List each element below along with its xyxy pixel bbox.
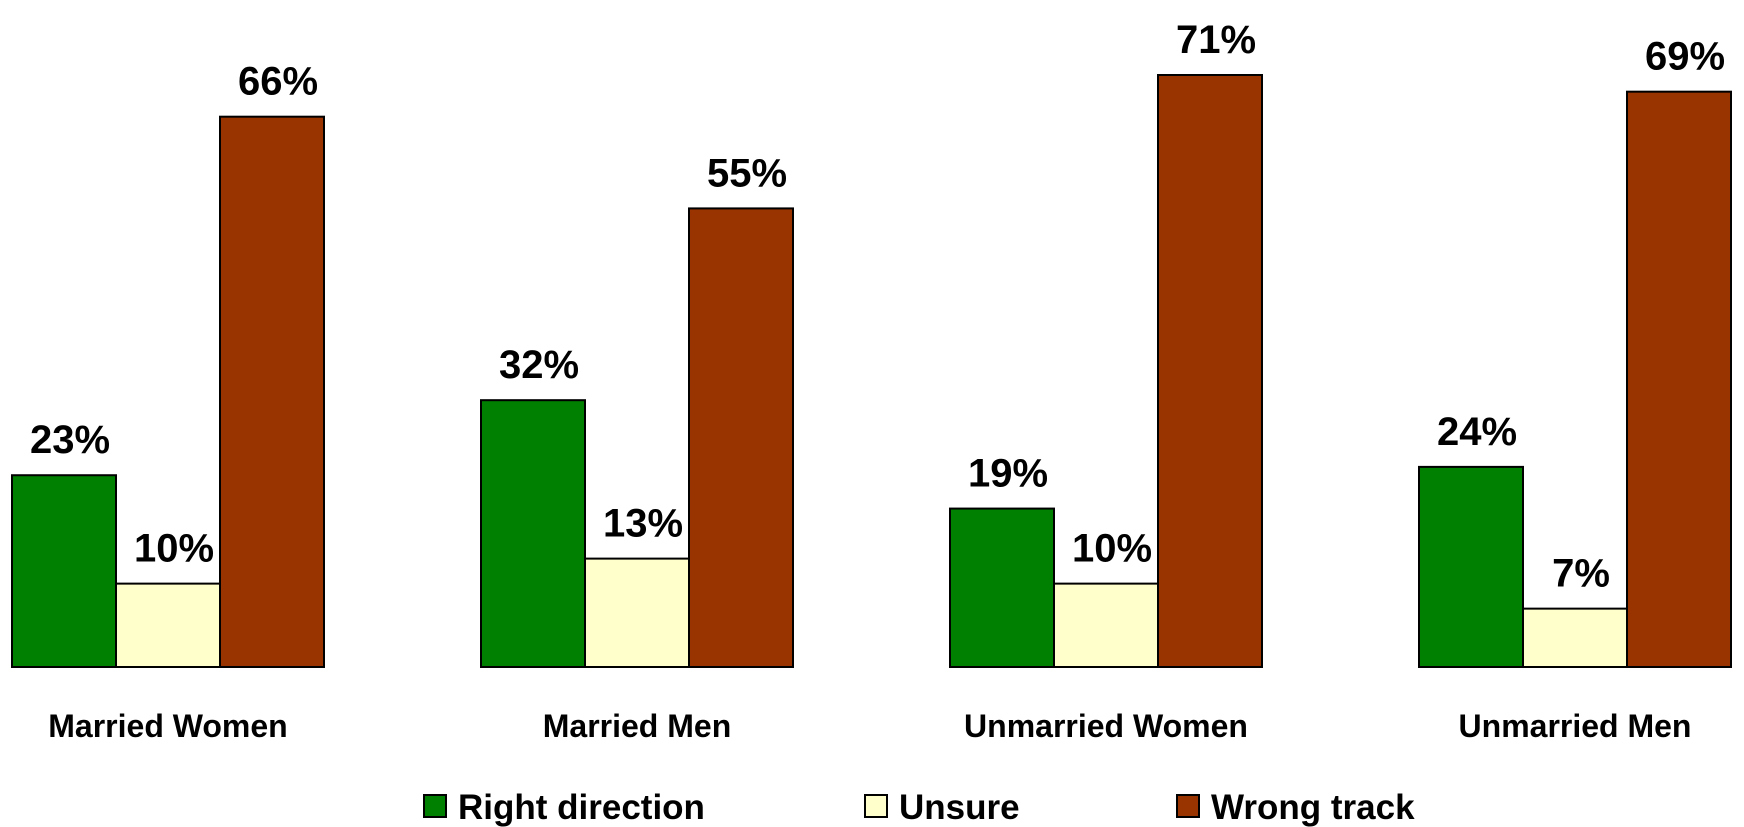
bar [115, 582, 221, 668]
value-label: 19% [968, 452, 1048, 496]
legend-label: Unsure [899, 788, 1020, 827]
x-tick-label: Married Women [48, 708, 287, 744]
bar [1418, 465, 1524, 668]
x-tick-label: Unmarried Men [1459, 708, 1692, 744]
value-label: 66% [238, 60, 318, 104]
x-tick-label: Unmarried Women [964, 708, 1248, 744]
legend-swatch [1176, 794, 1200, 818]
value-label: 13% [603, 502, 683, 546]
bar [949, 507, 1055, 668]
value-label: 55% [707, 151, 787, 195]
bar [1626, 90, 1732, 668]
x-tick-label: Married Men [543, 708, 731, 744]
bar [688, 207, 794, 668]
bar [219, 115, 325, 669]
value-label: 32% [499, 343, 579, 387]
value-label: 69% [1645, 35, 1725, 79]
value-label: 24% [1437, 410, 1517, 454]
value-label: 71% [1176, 18, 1256, 62]
bar [480, 399, 586, 668]
legend-swatch [423, 794, 447, 818]
value-label: 10% [1072, 527, 1152, 571]
bar [1157, 74, 1263, 668]
value-label: 10% [134, 527, 214, 571]
value-label: 7% [1552, 552, 1610, 596]
legend-label: Right direction [458, 788, 705, 827]
bar [1522, 607, 1628, 668]
legend-swatch [864, 794, 888, 818]
value-label: 23% [30, 418, 110, 462]
legend-label: Wrong track [1211, 788, 1415, 827]
bar [11, 474, 117, 668]
bar [584, 557, 690, 669]
bar [1053, 582, 1159, 668]
